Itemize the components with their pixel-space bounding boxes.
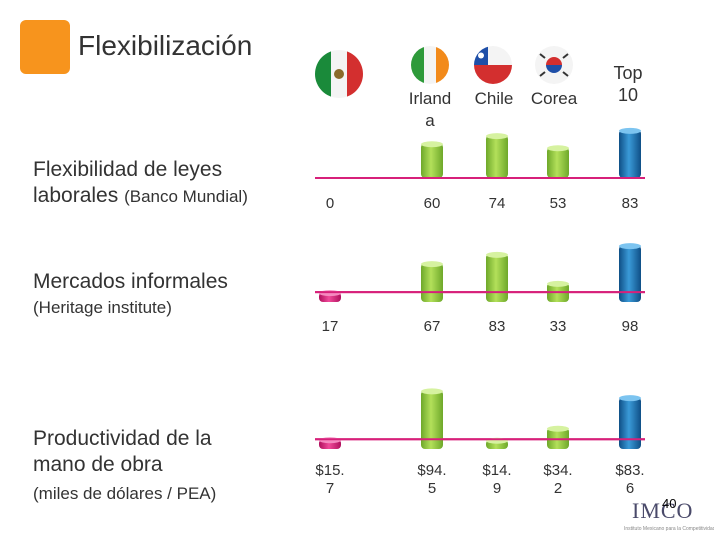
bar-cap-flexibilidad-top10: [619, 127, 641, 134]
bar-flexibilidad-corea: [547, 147, 569, 178]
value-label-informales-mexico: 17: [321, 318, 339, 335]
comparison-bar-chart: [315, 127, 645, 449]
bar-productividad-irlanda: [421, 390, 443, 449]
value-label-productividad-mexico: $15. 7: [315, 462, 345, 497]
row-sub-productividad: (miles de dólares / PEA): [33, 484, 217, 503]
value-label-flexibilidad-irlanda: 60: [423, 195, 441, 212]
orange-accent-square: [20, 20, 70, 74]
value-label-informales-irlanda: 67: [423, 318, 441, 335]
row-label-flexibilidad-main: Flexibilidad de leyes laborales: [33, 158, 223, 207]
value-label-flexibilidad-mexico: 0: [325, 195, 335, 212]
bar-cap-informales-chile: [486, 251, 508, 258]
value-label-flexibilidad-corea: 53: [549, 195, 567, 212]
value-label-productividad-chile: $14. 9: [482, 462, 512, 497]
korea-flag-icon: [535, 46, 573, 84]
bar-cap-informales-mexico: [319, 290, 341, 297]
bar-cap-informales-top10: [619, 243, 641, 250]
value-label-informales-top10: 98: [621, 318, 639, 335]
row-label-flexibilidad-source: (Banco Mundial): [124, 187, 248, 206]
row-label-flexibilidad: Flexibilidad de leyes laborales (Banco M…: [33, 157, 298, 210]
row-label-mercados: Mercados informales: [33, 270, 228, 293]
bar-informales-top10: [619, 245, 641, 302]
value-label-flexibilidad-chile: 74: [488, 195, 506, 212]
row-sub-mercados: (Heritage institute): [33, 298, 172, 317]
chile-flag-icon: [474, 46, 512, 84]
value-label-flexibilidad-top10: 83: [621, 195, 639, 212]
value-label-informales-corea: 33: [549, 318, 567, 335]
bar-cap-productividad-top10: [619, 395, 641, 402]
bar-cap-informales-irlanda: [421, 261, 443, 268]
mexico-flag-icon: [315, 50, 363, 98]
bar-flexibilidad-irlanda: [421, 143, 443, 178]
value-label-productividad-irlanda: $94. 5: [417, 462, 447, 497]
bar-informales-chile: [486, 253, 508, 302]
bar-informales-irlanda: [421, 263, 443, 302]
row-label-productividad: Productividad de la mano de obra: [33, 427, 212, 476]
imco-logo: IMCO: [632, 498, 694, 523]
bar-cap-flexibilidad-corea: [547, 145, 569, 152]
bar-flexibilidad-chile: [486, 135, 508, 178]
country-label-ireland: Irland a: [408, 89, 452, 130]
page-title: Flexibilización: [78, 30, 253, 61]
country-label-korea: Corea: [530, 89, 578, 108]
country-label-chile: Chile: [474, 89, 514, 108]
bar-cap-productividad-corea: [547, 425, 569, 432]
bar-cap-productividad-irlanda: [421, 388, 443, 395]
value-label-productividad-top10: $83. 6: [615, 462, 645, 497]
bar-flexibilidad-top10: [619, 129, 641, 178]
bar-cap-informales-corea: [547, 280, 569, 287]
ireland-flag-icon: [411, 46, 449, 84]
imco-logo-subtitle: Instituto Mexicano para la Competitivida…: [624, 526, 714, 532]
value-label-informales-chile: 83: [488, 318, 506, 335]
country-label-top10: Top 10: [613, 63, 643, 105]
bar-productividad-top10: [619, 397, 641, 449]
bar-cap-flexibilidad-chile: [486, 133, 508, 140]
value-label-productividad-corea: $34. 2: [543, 462, 573, 497]
bar-cap-flexibilidad-irlanda: [421, 141, 443, 148]
page-number: 40: [662, 496, 677, 511]
